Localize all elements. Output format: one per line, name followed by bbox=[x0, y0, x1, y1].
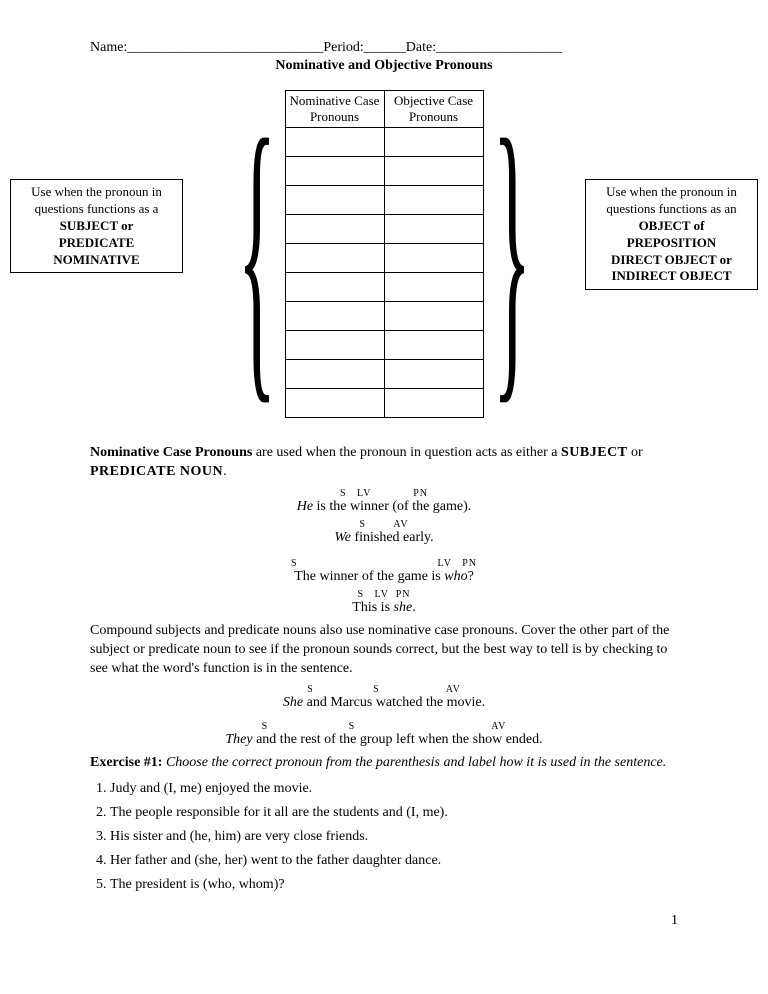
para1-subject: SUBJECT bbox=[561, 445, 628, 460]
page-title: Nominative and Objective Pronouns bbox=[90, 58, 678, 74]
exercise-list: Judy and (I, me) enjoyed the movie. The … bbox=[110, 781, 678, 893]
right-brace-icon: } bbox=[492, 0, 530, 526]
ex6-labels: S S AV bbox=[90, 721, 678, 732]
example-3: S LV PN The winner of the game is who? bbox=[90, 558, 678, 585]
left-brace-icon: { bbox=[237, 0, 275, 526]
table-row bbox=[285, 302, 483, 331]
ex6-pronoun: They bbox=[225, 732, 252, 747]
right-box-line6: INDIRECT OBJECT bbox=[611, 268, 731, 283]
ex2-pronoun: We bbox=[334, 530, 351, 545]
left-box-line4: PREDICATE bbox=[59, 235, 135, 250]
table-row bbox=[285, 128, 483, 157]
left-box-line3: SUBJECT or bbox=[60, 218, 134, 233]
ex3-labels: S LV PN bbox=[90, 558, 678, 569]
right-box-line2: questions functions as an bbox=[606, 201, 736, 216]
right-box-line5: DIRECT OBJECT or bbox=[611, 252, 732, 267]
table-row bbox=[285, 389, 483, 418]
ex1-rest: is the winner (of the game). bbox=[313, 499, 471, 514]
list-item: The people responsible for it all are th… bbox=[110, 805, 678, 821]
right-box-line3: OBJECT of bbox=[639, 218, 705, 233]
example-5: S S AV She and Marcus watched the movie. bbox=[90, 684, 678, 711]
table-row bbox=[285, 273, 483, 302]
list-item: Judy and (I, me) enjoyed the movie. bbox=[110, 781, 678, 797]
ex4-text: This is bbox=[352, 600, 393, 615]
table-header-nominative: Nominative Case Pronouns bbox=[285, 91, 384, 128]
period-blank[interactable]: ______ bbox=[364, 40, 406, 55]
name-blank[interactable]: ____________________________ bbox=[127, 40, 323, 55]
example-4: S LV PN This is she. bbox=[90, 589, 678, 616]
exercise-instr: Choose the correct pronoun from the pare… bbox=[162, 755, 666, 770]
right-box-line1: Use when the pronoun in bbox=[606, 184, 737, 199]
table-row bbox=[285, 215, 483, 244]
header-fields: Name:____________________________Period:… bbox=[90, 40, 678, 56]
example-6: S S AV They and the rest of the group le… bbox=[90, 721, 678, 748]
right-box-line4: PREPOSITION bbox=[627, 235, 717, 250]
ex5-labels: S S AV bbox=[90, 684, 678, 695]
paragraph-2: Compound subjects and predicate nouns al… bbox=[90, 622, 678, 679]
ex3-pronoun: who bbox=[444, 569, 467, 584]
exercise-label: Exercise #1: bbox=[90, 755, 162, 770]
example-1: S LV PN He is the winner (of the game). bbox=[90, 488, 678, 515]
ex4-period: . bbox=[412, 600, 416, 615]
ex5-rest: and Marcus watched the movie. bbox=[303, 695, 485, 710]
name-label: Name: bbox=[90, 40, 127, 55]
table-row bbox=[285, 186, 483, 215]
list-item: The president is (who, whom)? bbox=[110, 877, 678, 893]
table-header-objective: Objective Case Pronouns bbox=[384, 91, 483, 128]
exercise-header: Exercise #1: Choose the correct pronoun … bbox=[90, 754, 678, 773]
right-callout-box: Use when the pronoun in questions functi… bbox=[585, 179, 758, 290]
page-number: 1 bbox=[90, 913, 678, 929]
ex4-labels: S LV PN bbox=[90, 589, 678, 600]
table-row bbox=[285, 157, 483, 186]
para1-bold: Nominative Case Pronouns bbox=[90, 445, 252, 460]
left-box-line5: NOMINATIVE bbox=[53, 252, 139, 267]
para1-predicate: PREDICATE NOUN bbox=[90, 464, 223, 479]
ex2-labels: S AV bbox=[90, 519, 678, 530]
table-row bbox=[285, 360, 483, 389]
ex6-rest: and the rest of the group left when the … bbox=[253, 732, 543, 747]
ex3-text: The winner of the game is bbox=[294, 569, 444, 584]
ex1-pronoun: He bbox=[297, 499, 313, 514]
ex2-rest: finished early. bbox=[351, 530, 434, 545]
list-item: His sister and (he, him) are very close … bbox=[110, 829, 678, 845]
main-diagram: Use when the pronoun in questions functi… bbox=[90, 84, 678, 424]
ex5-pronoun: She bbox=[283, 695, 303, 710]
left-box-line2: questions functions as a bbox=[35, 201, 159, 216]
table-row bbox=[285, 244, 483, 273]
ex4-pronoun: she bbox=[394, 600, 413, 615]
para1-period: . bbox=[223, 464, 227, 479]
left-callout-box: Use when the pronoun in questions functi… bbox=[10, 179, 183, 273]
paragraph-1: Nominative Case Pronouns are used when t… bbox=[90, 444, 678, 482]
pronoun-table: Nominative Case Pronouns Objective Case … bbox=[285, 90, 484, 418]
para1-or: or bbox=[628, 445, 643, 460]
period-label: Period: bbox=[323, 40, 363, 55]
ex3-q: ? bbox=[468, 569, 474, 584]
left-box-line1: Use when the pronoun in bbox=[31, 184, 162, 199]
list-item: Her father and (she, her) went to the fa… bbox=[110, 853, 678, 869]
date-label: Date: bbox=[406, 40, 436, 55]
table-row bbox=[285, 331, 483, 360]
ex1-labels: S LV PN bbox=[90, 488, 678, 499]
example-2: S AV We finished early. bbox=[90, 519, 678, 546]
